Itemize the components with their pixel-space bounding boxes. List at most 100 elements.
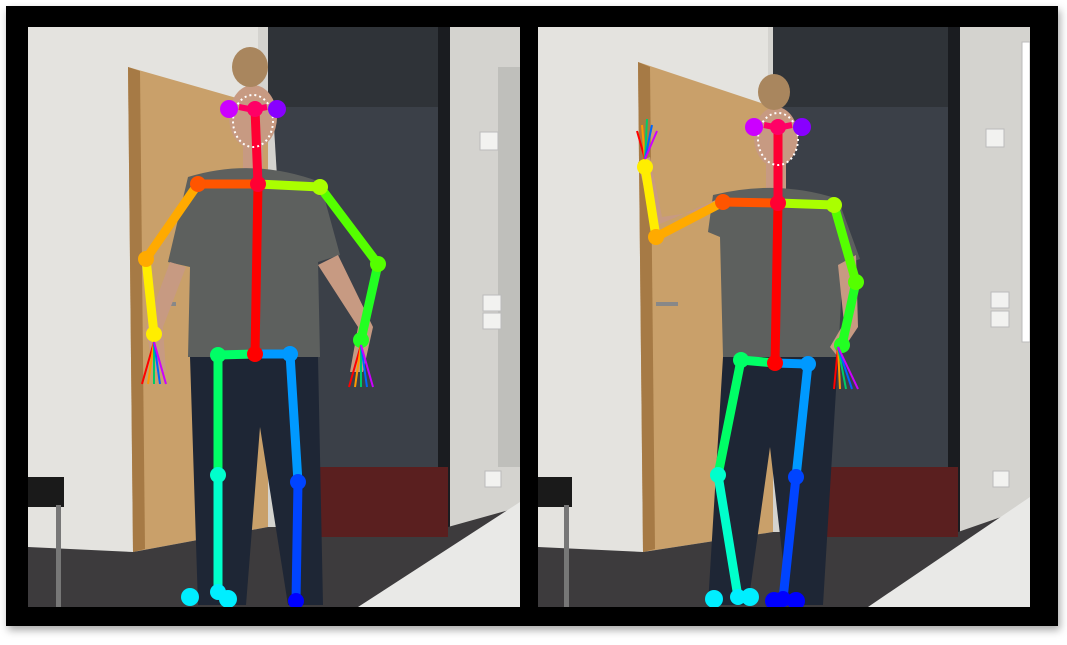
joint-rwri [637,159,653,175]
joint-lwri [353,332,369,348]
finger-line [153,341,167,385]
photo-frame [6,6,1058,626]
hair [758,74,790,110]
ear-point [220,100,238,118]
door-edge [128,67,145,552]
socket-1 [482,294,502,312]
light-switch [479,131,499,151]
eyes [763,122,793,130]
joint-nose [247,101,263,117]
bone-spine [250,179,263,359]
joint-nose [770,119,786,135]
door-frame-top [773,27,958,107]
joint-lsho [312,179,328,195]
bone-r-forearm [640,162,661,242]
finger-line [837,346,859,390]
bone-l-shoulder [253,179,325,192]
socket-2 [482,312,502,330]
foot-point [705,590,723,607]
pose-panel-left [28,27,520,607]
chair-leg [564,505,569,607]
bone-r-upper-arm [651,197,728,242]
joint-lank [288,593,304,607]
joint-rhip [210,347,226,363]
foot-point [219,590,237,607]
table-corner [868,497,1030,607]
door-frame-right [948,27,960,537]
joint-lwri [834,337,850,353]
scene-left [28,27,520,607]
socket-2 [990,310,1010,328]
bone-r-forearm [141,254,159,339]
bone-spine [770,198,783,368]
chair [28,477,64,507]
bone-r-upper-arm [141,179,203,264]
joint-rsho [190,176,206,192]
joint-rknee [710,467,726,483]
bone-l-upper-arm [315,182,383,269]
joint-lsho [826,197,842,213]
eyes [238,104,268,112]
joint-rknee [210,467,226,483]
bone-neck [250,104,263,189]
foot-point [787,592,805,607]
light-switch [985,128,1005,148]
joint-lelb [848,274,864,290]
finger-line [644,118,648,160]
hair [232,47,268,87]
joint-relb [648,229,664,245]
skeleton-left [138,94,386,607]
joint-lhip [800,356,816,372]
bone-l-shoulder [773,198,839,210]
socket-1 [990,291,1010,309]
socket-3 [992,470,1010,488]
door-frame-right [438,27,450,537]
bone-r-shin [713,470,743,602]
joint-neck [770,195,786,211]
bone-l-upper-arm [829,200,861,287]
table-corner [358,502,520,607]
finger-line [644,130,658,160]
finger-line [644,124,653,160]
arm-right [146,262,186,372]
bone-l-thigh [791,359,813,482]
floor-red [288,467,448,537]
bone-l-forearm [837,277,861,350]
scene-right [538,27,1030,607]
ear-point [793,118,811,136]
arm-raised [638,157,718,227]
joint-lelb [370,256,386,272]
joint-lknee [788,469,804,485]
joint-rwri [146,326,162,342]
joint-relb [138,251,154,267]
bone-l-shin [778,472,801,604]
pose-panel-right [538,27,1030,607]
joint-rsho [715,194,731,210]
face-contour [232,94,274,148]
foot-point [741,588,759,606]
floor-red [793,467,958,537]
face-contour [757,112,799,166]
bone-r-thigh [713,355,746,480]
joint-midhip [247,346,263,362]
skeleton-right [636,112,864,607]
bone-l-shin [291,477,303,606]
foot-point [765,592,783,607]
chair [538,477,572,507]
ear-point [745,118,763,136]
finger-line [360,344,374,388]
joint-lhip [282,346,298,362]
bone-r-shoulder [718,197,783,208]
door-handle [656,302,678,306]
joint-lknee [290,474,306,490]
shirt [708,187,860,357]
ear-point [268,100,286,118]
chair-leg [56,505,61,607]
door-frame-top [268,27,448,107]
foot-point [181,588,199,606]
joint-rhip [733,352,749,368]
whiteboard [1021,41,1030,343]
bone-l-thigh [285,349,303,487]
wall-edge [498,67,520,467]
joint-midhip [767,355,783,371]
